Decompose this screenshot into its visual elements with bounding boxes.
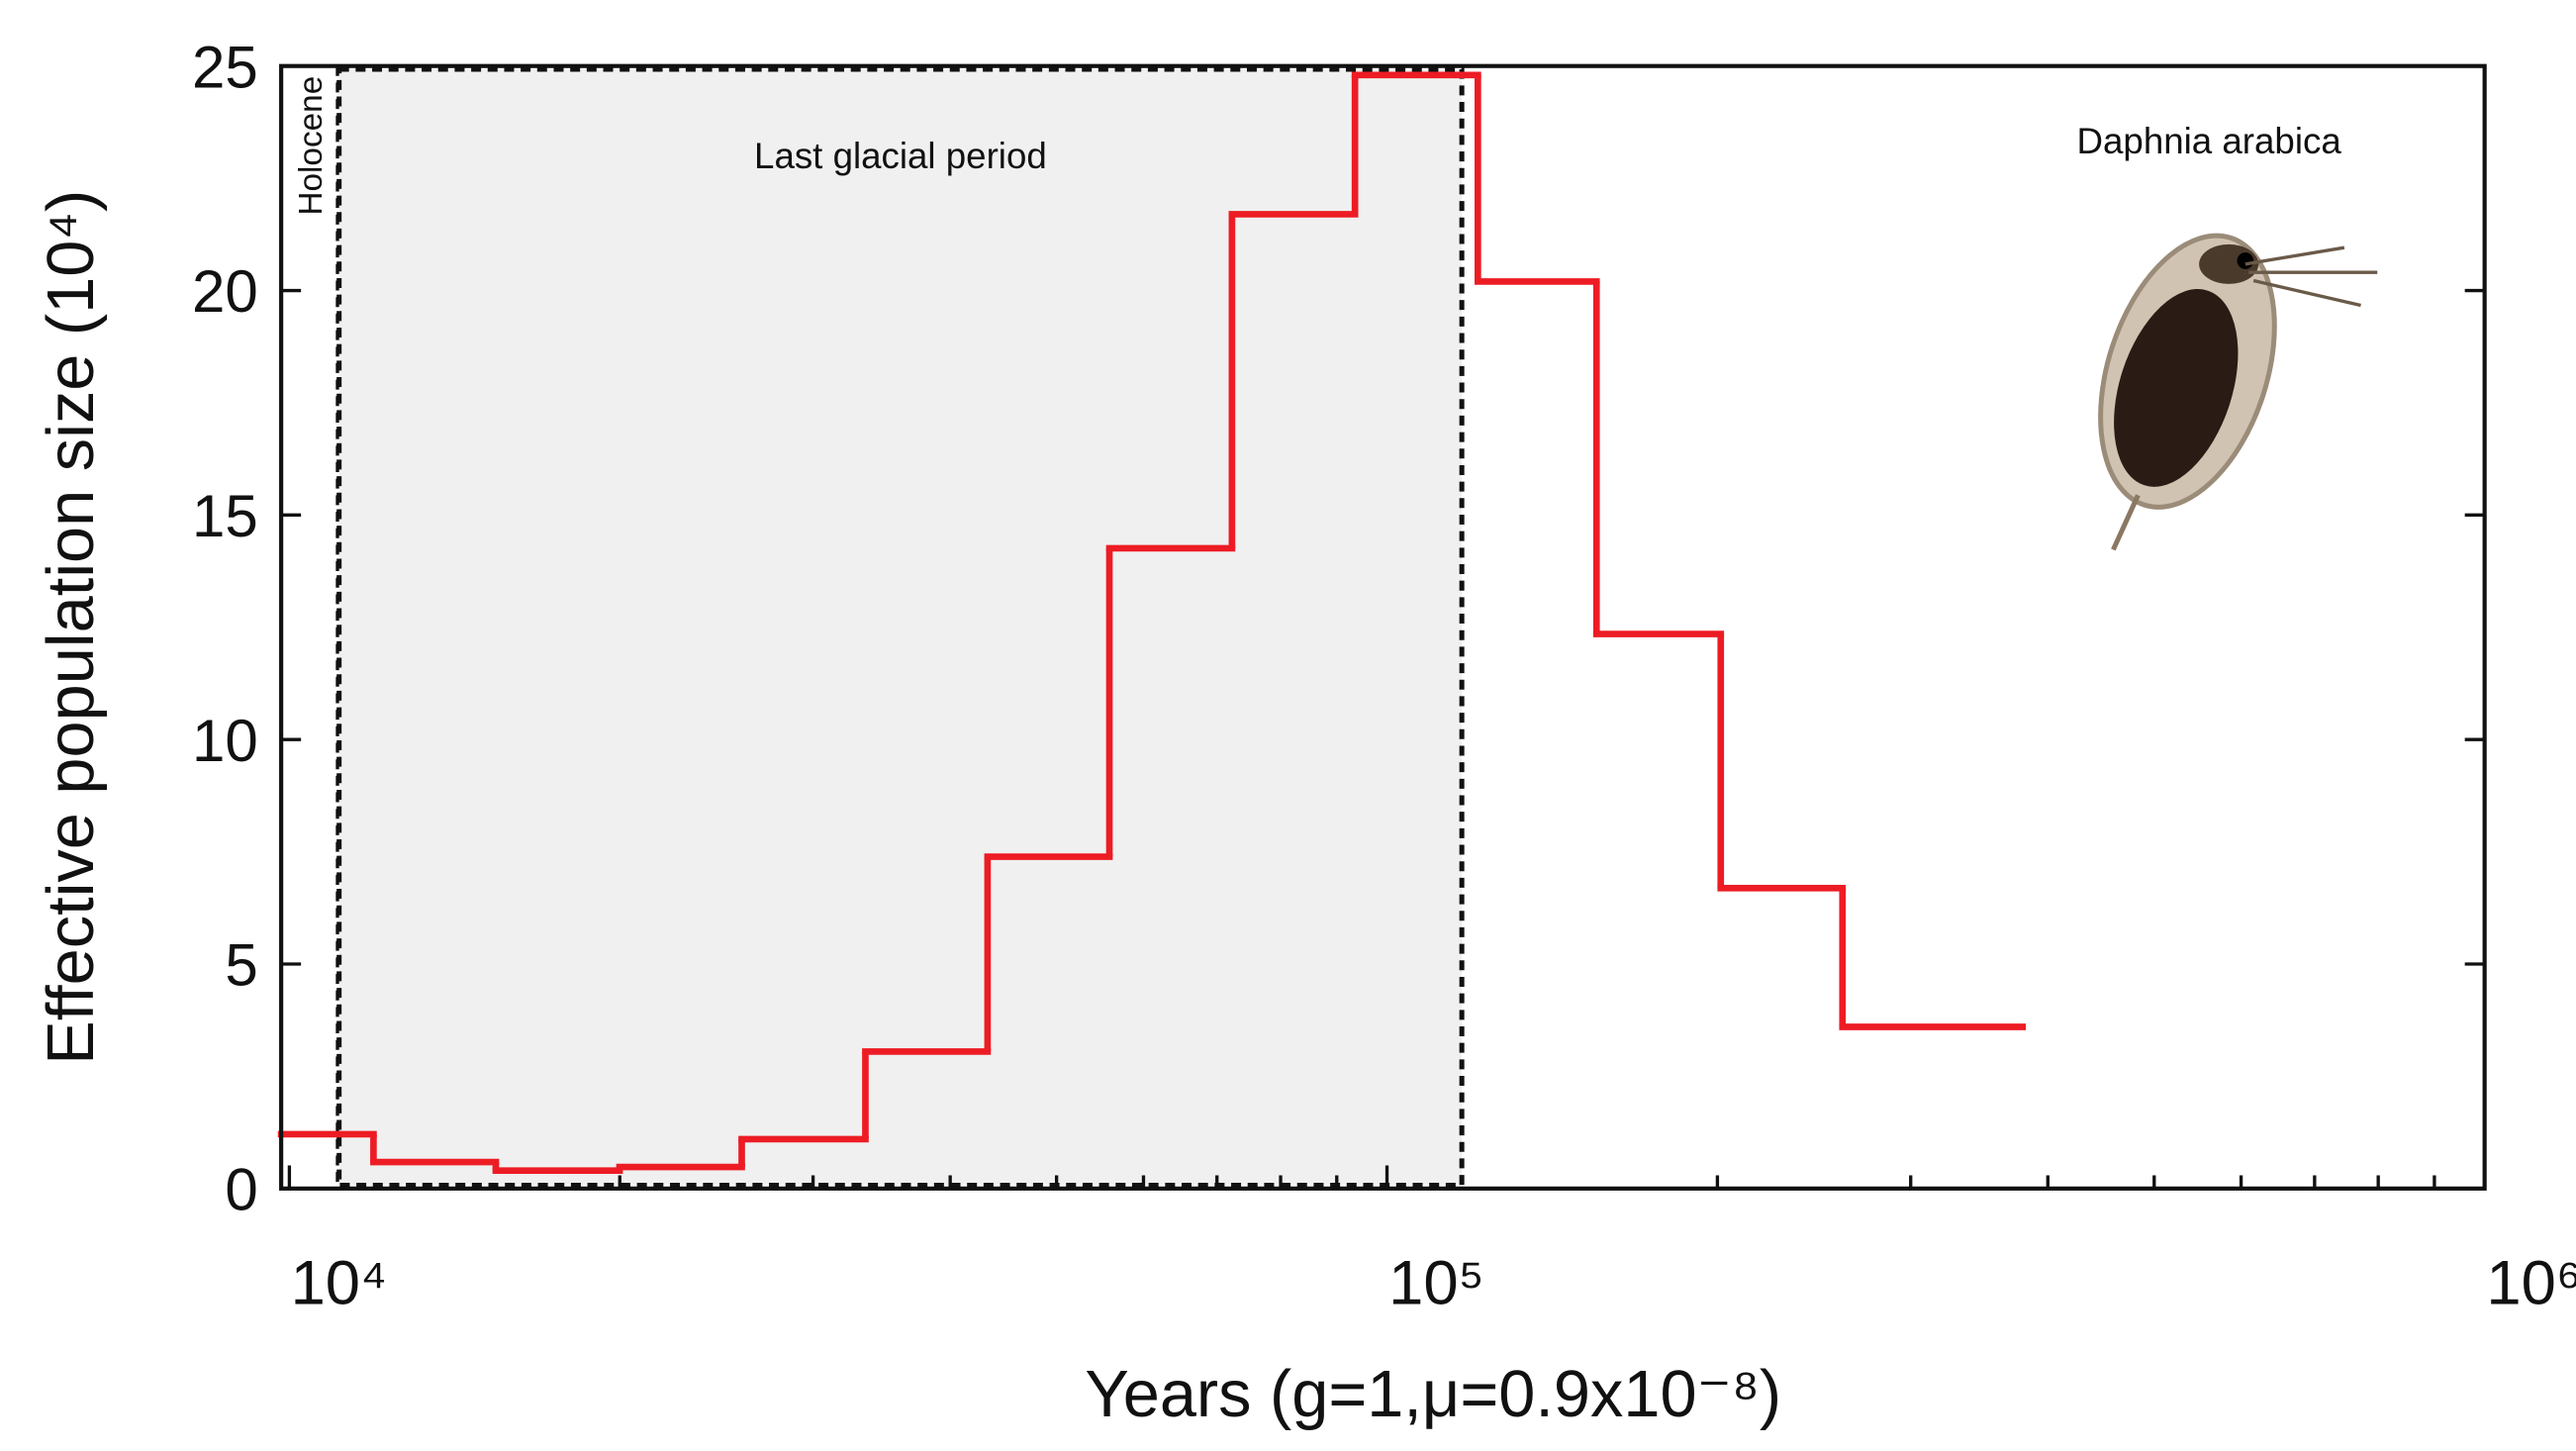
y-tick-label: 25 [192,34,258,100]
series-label: Daphnia arabica [2077,121,2342,161]
y-tick-label: 5 [225,932,257,999]
y-tick-label: 15 [192,483,258,549]
x-tick-label: 10⁴ [291,1249,388,1318]
y-tick-label: 20 [192,258,258,325]
y-axis-label: Effective population size (10⁴) [35,190,108,1065]
y-tick-label: 10 [192,708,258,774]
x-axis-label: Years (g=1,μ=0.9x10⁻⁸) [1085,1358,1781,1431]
region [336,66,1465,1188]
x-tick-label: 10⁵ [1388,1249,1484,1318]
region-label: Holocene [293,76,330,216]
marks [277,71,2027,1175]
y-tick-label: 0 [225,1157,257,1223]
plot-frame [279,63,2487,1191]
x-tick-label: 10⁶ [2486,1249,2576,1318]
regions: Holocene Last glacial period [293,65,1465,1189]
region-label: Last glacial period [754,136,1047,176]
daphnia-illustration [2098,233,2378,551]
